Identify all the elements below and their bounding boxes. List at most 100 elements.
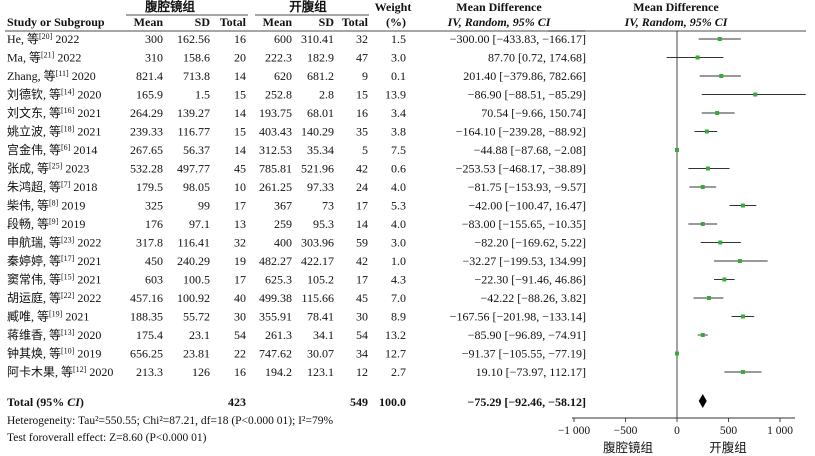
study-sd2: 422.17 (301, 254, 334, 268)
study-author: 张成, 等 (7, 162, 49, 176)
study-sd2: 105.2 (307, 273, 334, 287)
study-md: 87.70 [0.72, 174.68] (488, 51, 586, 65)
study-effect-square (740, 370, 745, 374)
study-total1: 54 (234, 328, 246, 342)
study-effect-square (718, 240, 723, 245)
study-year: 2018 (70, 180, 97, 194)
study-total2: 59 (356, 236, 368, 250)
study-total2: 54 (356, 328, 368, 342)
study-mean2: 620 (274, 69, 292, 83)
study-weight: 2.7 (391, 365, 406, 379)
study-total2: 35 (356, 125, 368, 139)
study-sd2: 78.41 (307, 310, 334, 324)
study-total1: 40 (234, 291, 246, 305)
study-year: 2023 (62, 162, 89, 176)
study-mean2: 252.8 (265, 88, 292, 102)
study-ref: [12] (73, 365, 87, 374)
total-n2: 549 (350, 395, 368, 409)
study-weight: 13.2 (385, 328, 406, 342)
col-header-md-method: IV, Random, 95% CI (447, 15, 552, 29)
study-effect-square (704, 129, 709, 134)
study-year: 2020 (86, 365, 113, 379)
study-weight: 3.8 (391, 125, 406, 139)
col-header-sd1: SD (195, 15, 211, 29)
study-md: −82.20 [−169.62, 5.22] (474, 236, 586, 250)
study-mean2: 193.75 (259, 106, 292, 120)
total-md: −75.29 [−92.46, −58.12] (467, 395, 586, 409)
study-effect-square (700, 333, 705, 337)
study-name: 柴伟, 等[8] 2019 (7, 199, 85, 213)
study-sd1: 99 (198, 199, 210, 213)
study-ref: [9] (49, 217, 59, 226)
study-author: 姚立波, 等 (7, 124, 61, 139)
study-ref: [16] (61, 106, 75, 115)
study-weight: 13.9 (385, 88, 406, 102)
study-mean1: 656.25 (130, 347, 163, 361)
study-md: −83.00 [−155.65, −10.35] (462, 217, 586, 231)
study-weight: 7.0 (391, 291, 406, 305)
study-weight: 1.0 (391, 254, 406, 268)
study-author: 刘德钦, 等 (7, 87, 61, 102)
study-ref: [19] (49, 310, 63, 319)
study-md: −253.53 [−468.17, −38.89] (456, 162, 586, 176)
study-year: 2022 (52, 32, 79, 46)
study-sd2: 68.01 (307, 106, 334, 120)
study-mean2: 625.3 (265, 273, 292, 287)
study-mean1: 300 (145, 32, 163, 46)
study-total2: 34 (356, 347, 368, 361)
study-mean2: 194.2 (265, 365, 292, 379)
study-sd2: 303.96 (301, 236, 334, 250)
x-tick-label: −1 000 (558, 425, 591, 437)
col-header-total1: Total (220, 15, 247, 29)
study-effect-square (753, 92, 758, 97)
study-sd1: 116.77 (177, 125, 210, 139)
study-mean1: 603 (145, 273, 163, 287)
study-sd1: 162.56 (177, 32, 210, 46)
study-sd2: 681.2 (307, 69, 334, 83)
study-total2: 32 (356, 32, 368, 46)
study-year: 2019 (58, 199, 85, 213)
study-total2: 16 (356, 106, 368, 120)
study-sd2: 2.8 (319, 88, 334, 102)
study-mean1: 176 (145, 217, 163, 231)
study-name: 臧唯, 等[19] 2021 (7, 309, 89, 324)
study-year: 2021 (74, 273, 101, 287)
study-mean2: 482.27 (259, 254, 292, 268)
study-total1: 19 (234, 254, 246, 268)
study-effect-square (715, 111, 720, 115)
study-ref: [15] (61, 273, 75, 282)
study-year: 2022 (74, 236, 101, 250)
study-sd2: 35.34 (307, 143, 334, 157)
study-weight: 4.0 (391, 180, 406, 194)
study-effect-square (737, 259, 742, 263)
study-sd2: 521.96 (301, 162, 334, 176)
study-total1: 17 (234, 273, 246, 287)
study-total1: 30 (234, 310, 246, 324)
study-effect-square (695, 55, 700, 60)
study-md: −32.27 [−199.53, 134.99] (462, 254, 586, 268)
study-name: Zhang, 等[11] 2020 (7, 69, 96, 83)
x-tick-label: −500 (614, 425, 638, 437)
study-total2: 45 (356, 291, 368, 305)
study-sd1: 97.1 (189, 217, 210, 231)
study-author: 段畅, 等 (7, 216, 49, 231)
study-mean2: 600 (274, 32, 292, 46)
study-total1: 45 (234, 162, 246, 176)
study-weight: 0.6 (391, 162, 406, 176)
study-mean2: 261.25 (259, 180, 292, 194)
study-sd2: 123.1 (307, 365, 334, 379)
study-ref: [6] (61, 143, 71, 152)
study-sd1: 497.77 (177, 162, 210, 176)
study-name: 申航瑞, 等[23] 2022 (7, 235, 101, 250)
study-sd1: 116.41 (177, 236, 210, 250)
study-weight: 3.0 (391, 51, 406, 65)
study-ref: [8] (49, 199, 59, 208)
study-total1: 20 (234, 51, 246, 65)
study-author: 申航瑞, 等 (7, 235, 61, 250)
study-mean1: 264.29 (130, 106, 163, 120)
study-effect-square (717, 37, 722, 41)
study-weight: 5.3 (391, 199, 406, 213)
study-mean1: 267.65 (130, 143, 163, 157)
study-effect-square (675, 148, 679, 152)
study-total2: 17 (356, 199, 368, 213)
